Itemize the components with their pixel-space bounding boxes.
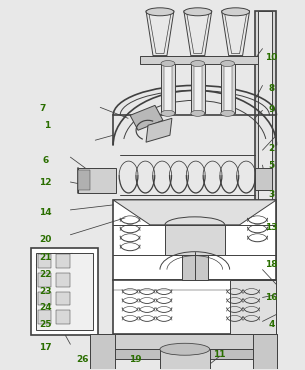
Ellipse shape	[191, 61, 205, 67]
Bar	[182, 255, 208, 280]
Bar	[194, 64, 202, 113]
Polygon shape	[130, 105, 163, 130]
Text: 6: 6	[42, 156, 48, 165]
Text: 18: 18	[265, 260, 278, 269]
Text: 9: 9	[268, 105, 274, 114]
Text: 16: 16	[265, 293, 278, 302]
Ellipse shape	[160, 343, 210, 355]
Text: 8: 8	[268, 84, 274, 93]
Bar	[38, 254, 52, 268]
Bar	[78, 168, 116, 193]
Bar	[221, 64, 235, 113]
Text: 22: 22	[39, 270, 52, 279]
Bar	[255, 11, 276, 339]
Text: 25: 25	[39, 320, 52, 329]
Text: 4: 4	[268, 320, 274, 329]
Polygon shape	[146, 118, 172, 142]
Bar	[253, 334, 278, 369]
Text: 14: 14	[39, 208, 52, 217]
Bar	[56, 254, 70, 268]
Text: 21: 21	[39, 253, 52, 262]
Text: 5: 5	[268, 161, 274, 169]
Bar	[78, 170, 90, 190]
Ellipse shape	[146, 8, 174, 16]
Bar	[140, 56, 257, 64]
Text: 2: 2	[268, 144, 274, 153]
Ellipse shape	[222, 8, 249, 16]
Bar	[90, 334, 278, 349]
Bar	[257, 11, 272, 339]
Bar	[30, 248, 98, 335]
Bar	[113, 280, 276, 334]
Bar	[90, 349, 278, 359]
Ellipse shape	[221, 61, 235, 67]
Text: 3: 3	[268, 191, 274, 199]
Text: 7: 7	[39, 104, 46, 113]
Polygon shape	[113, 200, 276, 225]
Polygon shape	[146, 11, 174, 56]
Bar	[191, 64, 205, 113]
Text: 13: 13	[265, 223, 278, 232]
Bar	[165, 225, 225, 255]
Text: 10: 10	[265, 53, 278, 62]
Bar	[56, 273, 70, 286]
Bar	[255, 168, 272, 190]
Text: 12: 12	[39, 178, 52, 186]
Text: 17: 17	[39, 343, 52, 352]
Text: 24: 24	[39, 303, 52, 312]
Polygon shape	[184, 11, 212, 56]
Bar	[230, 280, 276, 334]
Text: 23: 23	[39, 287, 52, 296]
Ellipse shape	[191, 110, 205, 116]
Bar	[90, 334, 115, 369]
Bar	[38, 292, 52, 306]
Bar	[164, 64, 172, 113]
Text: 26: 26	[76, 355, 88, 364]
Ellipse shape	[184, 8, 212, 16]
Bar	[56, 292, 70, 306]
Bar	[224, 64, 231, 113]
Bar	[56, 310, 70, 324]
Ellipse shape	[161, 110, 175, 116]
Text: 11: 11	[214, 350, 226, 359]
Bar	[38, 273, 52, 286]
Ellipse shape	[221, 110, 235, 116]
Bar	[113, 200, 276, 280]
Text: 20: 20	[39, 235, 52, 244]
Bar	[160, 349, 210, 369]
Text: 1: 1	[44, 121, 51, 130]
Text: 19: 19	[129, 355, 142, 364]
Polygon shape	[222, 11, 249, 56]
Bar	[161, 64, 175, 113]
Bar	[38, 310, 52, 324]
Bar	[36, 253, 93, 330]
Ellipse shape	[161, 61, 175, 67]
